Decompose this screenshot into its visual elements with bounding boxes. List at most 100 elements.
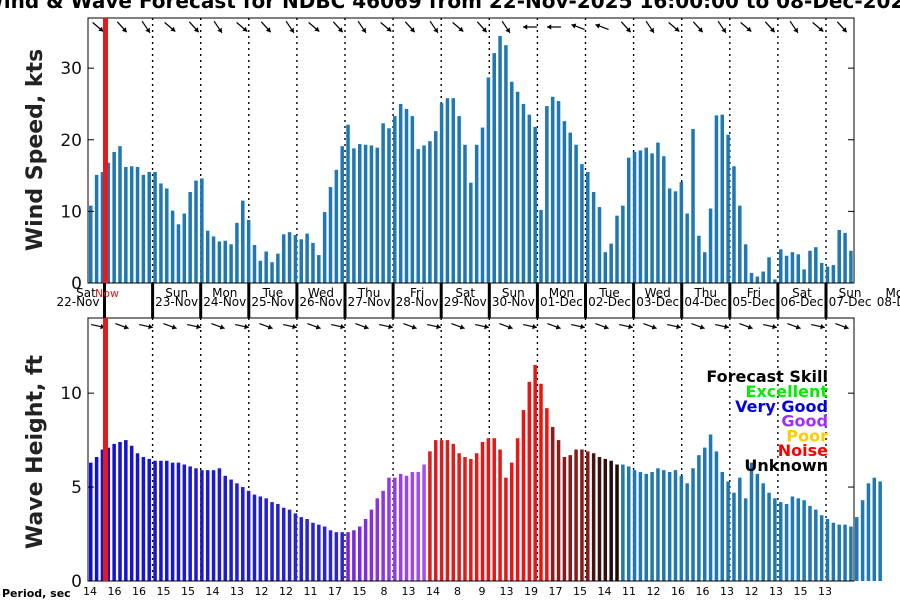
direction-arrow [595,23,609,30]
day-weekday-label: Mon [212,286,237,300]
wind-bar [697,235,701,283]
wave-bar [732,492,736,581]
period-value: 13 [500,585,514,598]
wave-bar [819,515,824,581]
wind-bar [445,98,450,283]
wave-bar [492,438,496,581]
direction-arrow [692,21,704,33]
day-date-label: 30-Nov [492,295,535,309]
wave-bar [597,457,602,581]
legend-entry-good: Good [781,412,828,431]
period-value: 14 [426,585,440,598]
direction-arrow [452,22,464,32]
wind-bar [124,166,128,283]
wind-bar [293,235,298,283]
wind-bar [439,103,444,283]
wave-bar [235,483,239,581]
wind-bar [422,145,426,283]
wave-bar [264,498,268,581]
wave-bar [738,477,742,581]
wind-bar [334,169,339,283]
wave-bar [656,468,660,581]
day-date-label: 22-Nov [56,295,99,309]
period-value: 17 [549,585,563,598]
wind-bar [357,144,362,283]
wave-bar [515,438,520,581]
wave-bar [626,466,631,581]
wind-bar [550,96,555,283]
wave-bar [644,473,649,581]
wave-bar [667,472,672,581]
period-value: 12 [279,585,293,598]
direction-arrow [740,22,752,32]
wave-bar [685,483,689,581]
direction-arrow [476,21,488,33]
wave-bar [317,524,321,581]
period-value: 14 [598,585,612,598]
wave-bar [855,517,859,581]
direction-arrow [236,22,248,32]
direction-arrow [836,21,848,33]
period-value: 14 [206,585,220,598]
period-axis-label: Period, sec [2,587,71,600]
wind-bar [311,242,315,283]
wave-bar [673,470,678,581]
day-weekday-label: Tue [598,286,620,300]
wave-y-ticks: 0 5 10 [60,384,854,592]
wave-bar [381,490,385,581]
wave-bar [410,472,415,581]
wave-bar [200,470,204,581]
wind-bar [580,164,584,283]
direction-arrow [451,323,465,330]
wave-bar [527,381,532,581]
wind-bar [235,222,239,283]
wave-bar [545,408,549,581]
wave-bar [451,443,456,581]
wind-bar [644,147,649,283]
wind-bar [773,279,777,283]
wave-height-bars [89,364,882,581]
wave-bar [860,500,865,581]
wind-speed-panel: 0 10 20 30 Wind Speed, kts [23,17,855,294]
wave-bar [480,441,485,581]
wind-bar [340,146,344,283]
wind-bar [369,145,374,283]
wind-bar [433,131,438,283]
period-value: 9 [479,585,486,598]
day-date-label: 23-Nov [155,295,198,309]
wind-bar [165,188,169,283]
wind-bar [159,183,163,283]
day-weekday-label: Wed [308,286,334,300]
wind-bar [603,252,608,283]
wind-bar [784,255,789,283]
direction-arrow [141,20,151,34]
wind-bar [129,166,134,283]
wave-bar [124,440,128,581]
wave-bar [89,462,93,581]
legend-title: Forecast Skill [706,367,828,386]
day-date-label: 08-Dec [877,295,900,309]
wave-bar [697,455,701,581]
wave-bar [194,468,198,581]
direction-arrow [475,323,489,330]
wind-bar [586,171,590,283]
wave-bar [866,483,871,581]
wind-bar [398,103,403,283]
direction-arrow [259,323,273,330]
wind-bar [176,224,181,283]
wind-bar [223,240,227,283]
wave-bar [726,481,730,581]
wind-y-ticks: 0 10 20 30 [60,59,854,294]
wind-bar [667,188,672,283]
direction-arrow [188,21,200,33]
wind-bar [778,249,783,283]
wave-height-panel: 0 5 10 Wave Height, ft Forecast SkillExcel… [23,317,882,592]
wind-bar [702,252,707,283]
wave-bar [445,440,450,581]
wind-bar [597,207,602,283]
direction-arrow [547,323,561,330]
wave-bar [205,470,210,581]
direction-arrow [523,323,537,330]
wave-bar [334,532,339,581]
wind-bar [650,153,654,283]
